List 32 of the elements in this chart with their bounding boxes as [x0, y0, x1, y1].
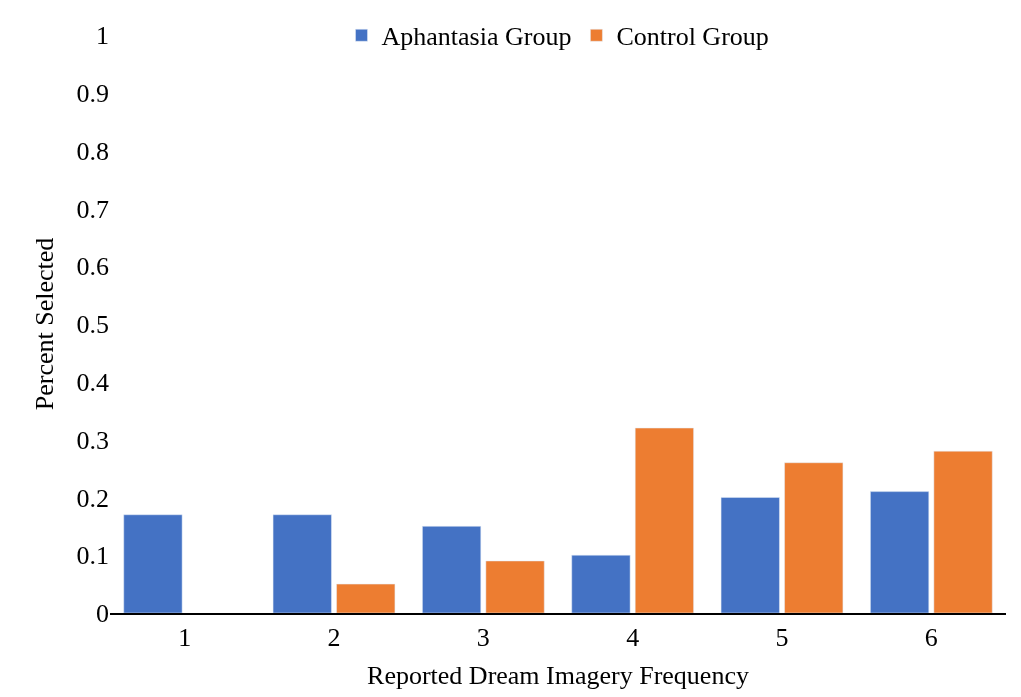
y-tick-label: 0.7	[76, 194, 109, 224]
y-tick-label: 0	[96, 599, 109, 629]
bar	[123, 514, 183, 613]
legend-label: Control Group	[616, 22, 769, 52]
bar	[784, 462, 844, 613]
x-tick-label: 2	[327, 622, 341, 652]
legend-label: Aphantasia Group	[381, 22, 572, 52]
bar	[933, 450, 993, 613]
y-tick-label: 0.5	[76, 310, 109, 340]
bar	[422, 526, 482, 613]
y-tick-label: 0.9	[76, 78, 109, 108]
y-tick-label: 1	[96, 21, 109, 51]
bar	[870, 491, 930, 613]
y-tick-label: 0.3	[76, 425, 109, 455]
bar	[485, 560, 545, 613]
x-tick-label: 3	[476, 622, 490, 652]
x-tick-label: 4	[626, 622, 640, 652]
bar	[571, 554, 631, 613]
y-tick-label: 0.4	[76, 367, 109, 397]
y-tick-label: 0.1	[76, 541, 109, 571]
y-tick-label: 0.2	[76, 483, 109, 513]
y-tick-label: 0.8	[76, 136, 109, 166]
bar	[634, 427, 694, 613]
bar	[720, 497, 780, 613]
x-tick-label: 1	[178, 622, 192, 652]
x-tick-label: 5	[775, 622, 789, 652]
bar	[272, 514, 332, 613]
x-tick-label: 6	[924, 622, 938, 652]
y-axis-title: Percent Selected	[29, 237, 59, 411]
bar	[336, 583, 396, 613]
x-axis-title: Reported Dream Imagery Frequency	[367, 661, 749, 691]
y-tick-label: 0.6	[76, 252, 109, 282]
